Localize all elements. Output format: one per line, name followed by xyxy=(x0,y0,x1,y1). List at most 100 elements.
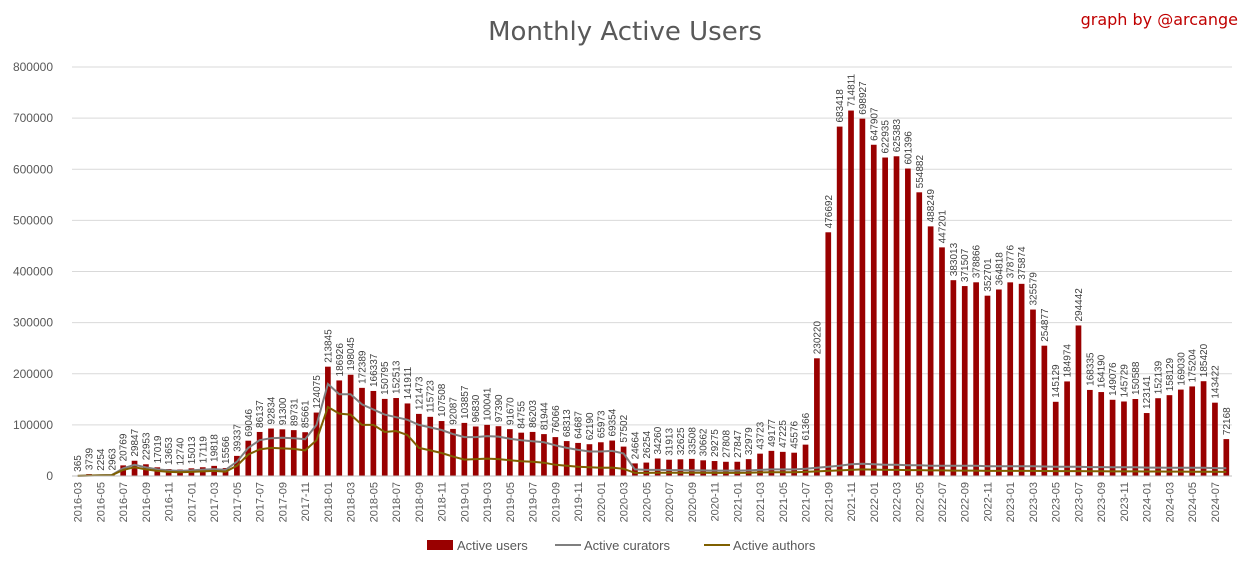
bar-active-users xyxy=(1212,402,1218,476)
x-tick-label: 2017-05 xyxy=(232,482,244,522)
data-labels: 365 3739 2254 2963 20769 29847 22953 17019 13653… xyxy=(73,74,1233,472)
x-tick-label: 2023-11 xyxy=(1119,482,1131,522)
x-tick-label: 2017-09 xyxy=(277,482,289,522)
bar-active-users xyxy=(779,451,786,476)
bar-active-users xyxy=(336,380,343,476)
data-label: 166337 xyxy=(369,353,380,387)
data-label: 254877 xyxy=(1040,308,1051,342)
bar-active-users xyxy=(927,226,934,476)
bar-active-users xyxy=(734,461,741,476)
lines xyxy=(77,382,1227,477)
data-label: 383013 xyxy=(949,242,960,276)
data-label: 364818 xyxy=(994,252,1005,286)
x-tick-label: 2016-07 xyxy=(118,482,130,522)
bar-active-users xyxy=(472,426,479,476)
bar-active-users xyxy=(825,232,832,476)
x-tick-label: 2019-01 xyxy=(459,482,471,522)
data-label: 92087 xyxy=(449,397,460,425)
bar-active-users xyxy=(381,398,388,476)
bar-active-users xyxy=(768,450,775,476)
x-tick-label: 2020-11 xyxy=(710,482,722,522)
data-label: 43723 xyxy=(756,421,767,449)
data-label: 352701 xyxy=(983,258,994,292)
bar-active-users xyxy=(1007,282,1014,476)
bar-active-users xyxy=(245,440,252,476)
bar-active-users xyxy=(552,437,559,476)
x-tick-label: 2016-11 xyxy=(164,482,176,522)
x-tick-label: 2021-01 xyxy=(732,482,744,522)
bar-active-users xyxy=(711,461,718,476)
bar-active-users xyxy=(1177,389,1184,476)
x-tick-label: 2022-07 xyxy=(937,482,949,522)
x-tick-label: 2023-09 xyxy=(1096,482,1108,522)
data-label: 150795 xyxy=(380,361,391,395)
data-label: 145129 xyxy=(1051,364,1062,398)
data-label: 169030 xyxy=(1176,352,1187,386)
x-tick-label: 2022-03 xyxy=(892,482,904,522)
bar-active-users xyxy=(1052,401,1059,476)
bar-active-users xyxy=(961,286,968,476)
y-tick-label: 600000 xyxy=(13,162,53,176)
data-label: 625383 xyxy=(892,118,903,152)
data-label: 100041 xyxy=(483,387,494,421)
y-tick-label: 400000 xyxy=(13,265,53,279)
data-label: 92834 xyxy=(267,396,278,424)
x-tick-label: 2019-09 xyxy=(550,482,562,522)
x-tick-label: 2024-03 xyxy=(1165,482,1177,522)
x-tick-label: 2023-01 xyxy=(1005,482,1017,522)
bar-active-users xyxy=(939,247,945,476)
x-tick-label: 2017-03 xyxy=(209,482,221,522)
data-label: 149076 xyxy=(1108,362,1119,396)
data-label: 26254 xyxy=(642,430,653,458)
x-tick-label: 2022-05 xyxy=(914,482,926,522)
x-tick-label: 2020-01 xyxy=(596,482,608,522)
bar-active-users xyxy=(586,444,593,476)
data-label: 17019 xyxy=(153,435,164,463)
bar-active-users xyxy=(1200,381,1207,476)
data-label: 145729 xyxy=(1119,364,1130,398)
data-label: 32625 xyxy=(676,427,687,455)
data-label: 31913 xyxy=(665,427,676,455)
data-label: 72168 xyxy=(1222,407,1233,435)
data-label: 30662 xyxy=(699,428,710,456)
x-tick-label: 2018-07 xyxy=(391,482,403,522)
data-label: 15566 xyxy=(221,436,232,464)
bar-active-users xyxy=(393,398,399,476)
line-active-authors xyxy=(77,405,1227,477)
data-label: 33508 xyxy=(687,427,698,455)
data-label: 32979 xyxy=(744,427,755,455)
data-label: 15013 xyxy=(187,436,198,464)
line-active-curators xyxy=(77,382,1227,477)
x-tick-label: 2017-11 xyxy=(300,482,312,522)
x-tick-label: 2017-07 xyxy=(255,482,267,522)
x-tick-label: 2016-03 xyxy=(73,482,85,522)
x-tick-label: 2024-01 xyxy=(1142,482,1154,522)
bar-active-users xyxy=(597,442,604,476)
data-label: 3739 xyxy=(85,447,96,470)
x-tick-label: 2024-07 xyxy=(1210,482,1222,522)
bar-active-users xyxy=(268,428,274,476)
data-label: 89731 xyxy=(289,398,300,426)
x-tick-label: 2019-07 xyxy=(528,482,540,522)
data-label: 152139 xyxy=(1154,360,1165,394)
data-label: 45576 xyxy=(790,420,801,448)
data-label: 34260 xyxy=(653,426,664,454)
data-label: 184974 xyxy=(1063,344,1074,378)
data-label: 488249 xyxy=(926,189,937,223)
data-label: 150588 xyxy=(1131,361,1142,395)
x-tick-label: 2021-07 xyxy=(801,482,813,522)
bar-active-users xyxy=(1223,439,1230,476)
bar-active-users xyxy=(575,442,581,476)
data-label: 601396 xyxy=(903,131,914,165)
bar-active-users xyxy=(791,452,797,476)
data-label: 175204 xyxy=(1188,349,1199,383)
bar-active-users xyxy=(745,459,752,476)
data-label: 213845 xyxy=(323,329,334,363)
bar-active-users xyxy=(563,441,570,476)
bar-active-users xyxy=(279,429,286,476)
data-label: 115723 xyxy=(426,380,437,413)
data-label: 365 xyxy=(73,455,84,472)
bar-active-users xyxy=(450,428,456,476)
legend-swatch-users xyxy=(427,540,453,550)
